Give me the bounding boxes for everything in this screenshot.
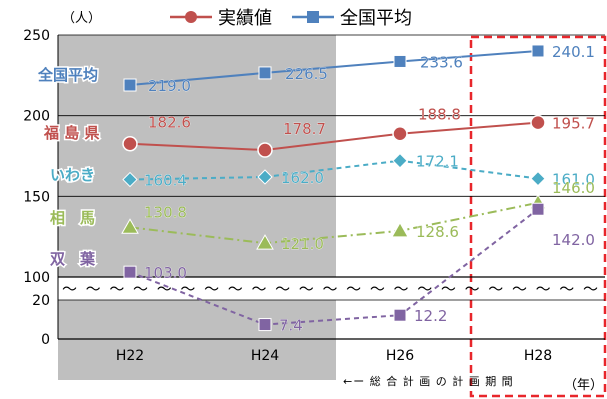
data-point <box>531 44 545 58</box>
y-tick-label: 20 <box>32 293 50 309</box>
data-label: 7.4 <box>279 317 303 335</box>
data-point <box>393 54 407 68</box>
data-label: 226.5 <box>285 65 328 83</box>
series-name-label: 相 馬 <box>50 209 95 227</box>
series-line <box>129 121 539 152</box>
legend-item: 全国平均 <box>292 8 412 29</box>
data-point <box>530 170 546 187</box>
data-label: 188.8 <box>418 106 461 124</box>
data-point <box>258 66 272 80</box>
data-label: 172.1 <box>416 153 459 171</box>
series-name-label: 全国平均 <box>37 66 98 84</box>
series-name-label: いわき <box>50 166 95 184</box>
data-label: 160.4 <box>144 172 187 190</box>
y-tick-label: 100 <box>23 270 50 286</box>
legend-label: 実績値 <box>218 8 272 29</box>
y-unit-label: （人） <box>62 11 101 26</box>
x-tick-label: H26 <box>386 348 414 364</box>
series-4 <box>123 202 545 332</box>
data-point <box>123 78 137 92</box>
series-line <box>129 208 539 326</box>
y-tick-label: 200 <box>23 109 50 125</box>
series-line <box>129 159 539 181</box>
data-label: 12.2 <box>414 307 447 325</box>
x-tick-label: H24 <box>251 348 279 364</box>
shaded-period <box>58 35 336 380</box>
series-line <box>129 49 539 87</box>
h28-highlight-box <box>469 35 607 398</box>
x-unit-label: （年） <box>564 378 603 393</box>
legend-marker <box>307 11 319 23</box>
data-label: 240.1 <box>552 43 595 61</box>
data-point <box>257 142 273 158</box>
series-2 <box>122 152 546 188</box>
data-label: 103.0 <box>144 264 187 282</box>
data-label: 161.0 <box>552 171 595 189</box>
data-label: 128.6 <box>416 223 459 241</box>
series-name-label: 福 島 県 <box>43 124 99 142</box>
data-point <box>257 169 273 185</box>
series-3 <box>121 193 547 250</box>
x-tick-label: H28 <box>524 348 552 364</box>
data-point <box>123 265 137 279</box>
data-label: 182.6 <box>148 114 191 132</box>
series-1 <box>122 114 546 158</box>
data-label: 162.0 <box>281 169 324 187</box>
data-point <box>391 221 409 238</box>
data-point <box>393 308 407 322</box>
series-0 <box>123 44 545 92</box>
data-label: 121.0 <box>281 235 324 253</box>
data-label: 178.7 <box>283 120 326 138</box>
data-point <box>121 218 139 234</box>
data-point <box>392 152 408 169</box>
y-tick-label: 0 <box>41 332 50 348</box>
legend-marker <box>185 11 197 23</box>
axis-break-mark: 〜〜〜〜〜〜〜〜〜〜〜〜〜〜〜〜〜〜〜〜〜〜〜 <box>62 280 602 298</box>
series-name-label: 双 葉 <box>50 250 96 268</box>
data-label: 195.7 <box>552 115 595 133</box>
data-point <box>530 114 546 131</box>
axis-break-band <box>58 277 605 300</box>
data-point <box>531 202 545 216</box>
data-point <box>258 318 272 332</box>
data-label: 233.6 <box>420 53 463 71</box>
data-point <box>256 234 274 250</box>
data-label: 130.8 <box>144 203 187 221</box>
data-point <box>122 171 138 188</box>
data-label: 146.0 <box>552 179 595 197</box>
data-label: 142.0 <box>552 231 595 249</box>
y-tick-label: 250 <box>23 28 50 44</box>
y-tick-label: 150 <box>23 189 50 205</box>
data-point <box>392 125 408 142</box>
series-line <box>129 201 539 245</box>
legend-label: 全国平均 <box>340 8 412 29</box>
data-point <box>122 135 138 152</box>
data-label: 219.0 <box>148 77 191 95</box>
plan-period-note: ←ー 総 合 計 画 の 計 画 期 間 <box>343 374 514 388</box>
x-tick-label: H22 <box>116 348 144 364</box>
legend-item: 実績値 <box>170 8 272 29</box>
